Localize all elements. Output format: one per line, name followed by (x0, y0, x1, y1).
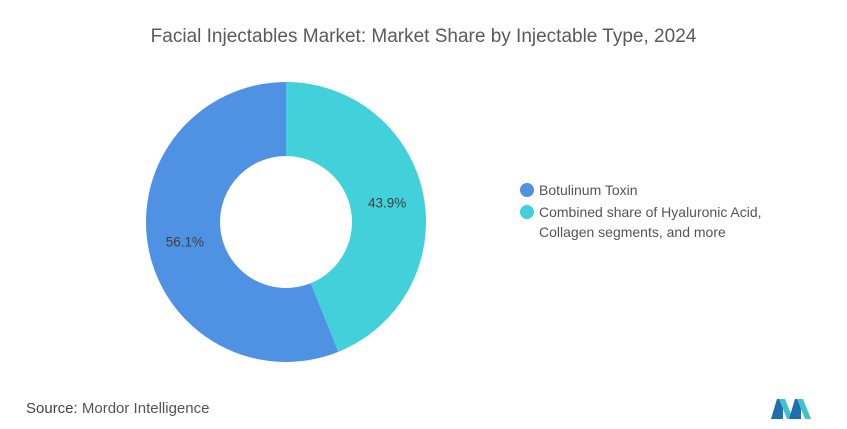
legend-label-line-2: Collagen segments, and more (539, 224, 726, 240)
legend-swatch (520, 183, 534, 197)
donut-slices (146, 82, 426, 362)
source-label: Source: (26, 400, 78, 417)
donut-slice-botulinum-toxin (146, 82, 339, 362)
legend-swatch (520, 205, 534, 219)
donut-slice-combined-share (286, 82, 426, 352)
legend-item-botulinum-toxin: Botulinum Toxin (520, 180, 820, 200)
legend-item-combined-share: Combined share of Hyaluronic Acid, Colla… (520, 202, 820, 242)
legend-label: Botulinum Toxin (539, 182, 638, 198)
chart-legend: Botulinum Toxin Combined share of Hyalur… (520, 180, 820, 244)
source-value: Mordor Intelligence (81, 400, 210, 417)
slice-label-combined-share: 43.9% (368, 195, 406, 210)
source-note: Source: Mordor Intelligence (26, 400, 209, 417)
slice-labels: 43.9% 56.1% (166, 195, 407, 249)
legend-label-line-1: Combined share of Hyaluronic Acid, (539, 204, 762, 220)
mordor-intelligence-logo-icon (771, 399, 811, 419)
slice-label-botulinum-toxin: 56.1% (166, 235, 204, 250)
chart-title: Facial Injectables Market: Market Share … (150, 26, 697, 47)
